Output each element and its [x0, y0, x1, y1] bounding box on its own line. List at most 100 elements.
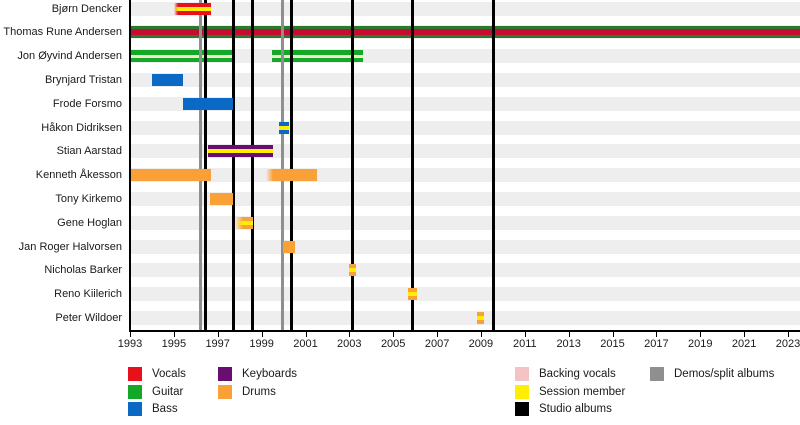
member-name-label: Nicholas Barker — [44, 264, 122, 277]
member-row-band — [130, 72, 800, 87]
bar-stripe-session — [278, 125, 289, 130]
legend-swatch-backing_vocals — [515, 367, 529, 381]
timeline-bar-bass — [151, 73, 183, 86]
member-name-label: Jan Roger Halvorsen — [18, 240, 122, 253]
axis-tick — [656, 332, 658, 337]
member-row-band — [130, 287, 800, 302]
member-name-label: Jon Øyvind Andersen — [17, 50, 122, 63]
bar-stripe-session — [173, 6, 212, 11]
axis-tick — [612, 332, 614, 337]
release-line-studio — [491, 0, 495, 331]
legend-swatch-studio — [515, 402, 529, 416]
member-name-label: Reno Kiilerich — [54, 288, 122, 301]
legend-swatch-bass — [128, 402, 142, 416]
release-line-studio — [231, 0, 235, 331]
legend-label: Vocals — [152, 368, 186, 380]
axis-tick — [744, 332, 746, 337]
release-line-demo — [280, 0, 284, 331]
legend-label: Bass — [152, 403, 178, 415]
member-name-label: Peter Wildoer — [55, 312, 122, 324]
axis-year-label: 2023 — [775, 338, 800, 350]
axis-year-label: 1999 — [249, 338, 274, 350]
axis-tick — [217, 332, 219, 337]
axis-tick — [524, 332, 526, 337]
axis-tick — [173, 332, 175, 337]
release-line-studio — [251, 0, 255, 331]
axis-tick — [788, 332, 789, 337]
x-axis-line — [129, 330, 800, 332]
legend-swatch-guitar — [128, 384, 142, 399]
axis-year-label: 2021 — [731, 338, 757, 350]
member-name-label: Tony Kirkemo — [55, 193, 122, 205]
release-line-studio — [411, 0, 415, 331]
member-name-label: Stian Aarstad — [56, 145, 122, 158]
release-line-demo — [198, 0, 202, 331]
axis-year-label: 2011 — [512, 338, 537, 350]
axis-year-label: 2001 — [293, 338, 318, 350]
timeline-bar-keyboards — [208, 145, 273, 158]
legend-label: Keyboards — [242, 368, 297, 380]
axis-tick — [305, 332, 307, 337]
axis-tick — [568, 332, 570, 337]
member-row-band — [130, 311, 800, 325]
axis-year-label: 1995 — [161, 338, 187, 350]
timeline-bar-drums — [408, 288, 418, 301]
timeline-bar-guitar — [272, 50, 363, 63]
timeline-bar-drums — [210, 193, 234, 205]
member-name-label: Thomas Rune Andersen — [3, 26, 122, 39]
legend-swatch-vocals — [128, 367, 142, 381]
legend-label: Studio albums — [539, 403, 612, 415]
member-name-label: Kenneth Åkesson — [35, 169, 122, 182]
member-row-band — [130, 96, 800, 111]
bar-stripe-vocals_crimson — [130, 29, 800, 36]
member-row-band — [130, 239, 800, 254]
member-name-label: Brynjard Tristan — [44, 73, 122, 86]
member-row-band — [130, 144, 800, 159]
timeline-bar-drums — [266, 169, 318, 182]
timeline-bar-drums — [130, 169, 212, 182]
axis-year-label: 2019 — [688, 338, 713, 350]
legend-label: Demos/split albums — [674, 368, 775, 380]
release-line-studio — [204, 0, 207, 331]
bar-stripe-session — [349, 268, 356, 273]
member-row-band — [130, 1, 800, 16]
timeline-bar-guitar — [130, 26, 800, 39]
axis-year-label: 2009 — [468, 338, 494, 350]
bar-stripe-session — [477, 316, 484, 320]
legend-swatch-session — [515, 384, 529, 399]
member-name-label: Frode Forsmo — [52, 97, 122, 110]
legend-swatch-keyboards — [218, 367, 232, 381]
axis-year-label: 2003 — [337, 338, 362, 350]
member-row-band — [130, 263, 800, 278]
bar-stripe-session — [235, 220, 254, 225]
axis-year-label: 1997 — [205, 338, 230, 350]
timeline-bar-drums — [349, 264, 356, 277]
axis-tick — [261, 332, 263, 337]
timeline-bar-bass — [278, 121, 289, 134]
member-row-band — [130, 120, 800, 135]
axis-year-label: 2007 — [424, 338, 450, 350]
bar-stripe-light_stripe — [272, 54, 363, 58]
axis-tick — [700, 332, 702, 337]
timeline-bar-guitar — [130, 50, 234, 63]
axis-tick — [480, 332, 482, 337]
timeline-bar-drums — [283, 240, 295, 253]
bar-stripe-light_stripe — [130, 54, 234, 58]
axis-year-label: 2017 — [644, 338, 669, 350]
axis-year-label: 2015 — [600, 338, 625, 350]
timeline-bar-vocals — [173, 2, 212, 15]
legend-label: Drums — [242, 385, 276, 398]
legend-swatch-drums — [218, 384, 232, 399]
axis-tick — [437, 332, 439, 337]
bar-stripe-session — [408, 292, 418, 297]
axis-tick — [393, 332, 395, 337]
axis-tick — [130, 332, 131, 337]
member-row-band — [130, 192, 800, 206]
legend-label: Guitar — [152, 385, 184, 398]
timeline-bar-bass — [183, 97, 234, 110]
member-name-label: Gene Hoglan — [57, 216, 122, 229]
axis-year-label: 2005 — [380, 338, 406, 350]
timeline-bar-drums — [477, 312, 484, 324]
bar-stripe-session — [208, 149, 273, 154]
